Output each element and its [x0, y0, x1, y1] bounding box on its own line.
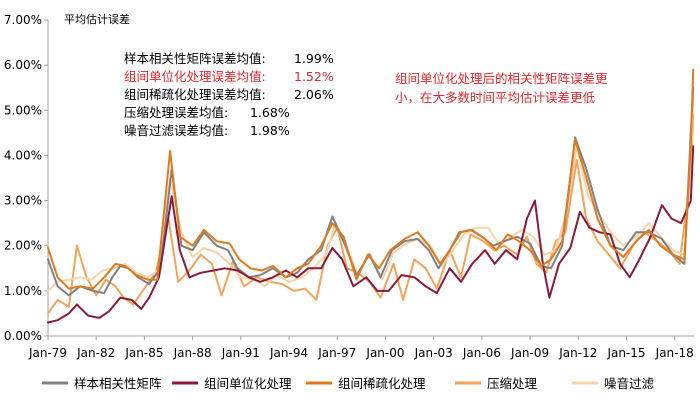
- series-line-1: [47, 145, 695, 324]
- annotation-label-3: 压缩处理误差均值:: [124, 105, 228, 120]
- red-note: 组间单位化处理后的相关性矩阵误差更 小，在大多数时间平均估计误差更低: [395, 71, 608, 105]
- x-tick-label: Jan-12: [558, 346, 597, 360]
- y-tick-label: 4.00%: [4, 148, 42, 162]
- legend-label-3: 压缩处理: [487, 376, 538, 391]
- y-tick-label: 3.00%: [4, 194, 42, 208]
- x-tick-label: Jan-15: [606, 346, 645, 360]
- x-tick-label: Jan-03: [414, 346, 453, 360]
- x-tick-label: Jan-06: [462, 346, 501, 360]
- y-tick-label: 1.00%: [4, 284, 42, 298]
- legend-label-0: 样本相关性矩阵: [74, 376, 162, 391]
- y-tick-label: 2.00%: [4, 239, 42, 253]
- x-tick-label: Jan-97: [317, 346, 356, 360]
- x-tick-label: Jan-85: [124, 346, 163, 360]
- annotation-value-1: 1.52%: [294, 69, 334, 84]
- y-tick-label: 7.00%: [4, 13, 42, 27]
- series-line-2: [47, 68, 695, 290]
- series-line-0: [47, 86, 695, 297]
- x-tick-label: Jan-91: [221, 346, 260, 360]
- x-tick-label: Jan-88: [173, 346, 212, 360]
- legend-label-1: 组间单位化处理: [204, 376, 292, 391]
- y-tick-label: 0.00%: [4, 329, 42, 343]
- note-line-1: 小，在大多数时间平均估计误差更低: [395, 90, 596, 105]
- annotation-label-1: 组间单位化处理误差均值:: [124, 69, 266, 84]
- axes: 0.00% 1.00% 2.00% 3.00% 4.00% 5.00% 6.00% 7.00%…: [4, 13, 694, 360]
- y-tick-label: 6.00%: [4, 58, 42, 72]
- annotation-label-0: 样本相关性矩阵误差均值:: [124, 51, 266, 66]
- x-tick-label: Jan-94: [269, 346, 308, 360]
- annotation-label-2: 组间稀疏化处理误差均值:: [124, 87, 266, 102]
- legend-label-2: 组间稀疏化处理: [338, 376, 426, 391]
- y-axis-title: 平均估计误差: [64, 12, 130, 26]
- annotation-value-3: 1.68%: [250, 105, 290, 120]
- annotation-label-4: 噪音过滤误差均值:: [124, 123, 228, 138]
- annotation-value-4: 1.98%: [250, 123, 290, 138]
- note-line-0: 组间单位化处理后的相关性矩阵误差更: [395, 71, 608, 86]
- legend-label-4: 噪音过滤: [604, 376, 655, 391]
- summary-annotations: 样本相关性矩阵误差均值: 1.99% 组间单位化处理误差均值: 1.52% 组间…: [124, 51, 334, 138]
- annotation-value-2: 2.06%: [294, 87, 334, 102]
- y-tick-label: 5.00%: [4, 103, 42, 117]
- x-tick-label: Jan-09: [510, 346, 549, 360]
- legend: 样本相关性矩阵 组间单位化处理 组间稀疏化处理 压缩处理 噪音过滤: [42, 376, 655, 391]
- series-lines: [47, 68, 695, 324]
- x-tick-label: Jan-18: [655, 346, 694, 360]
- x-tick-label: Jan-00: [365, 346, 404, 360]
- annotation-value-0: 1.99%: [294, 51, 334, 66]
- x-tick-label: Jan-82: [76, 346, 115, 360]
- x-tick-label: Jan-79: [28, 346, 67, 360]
